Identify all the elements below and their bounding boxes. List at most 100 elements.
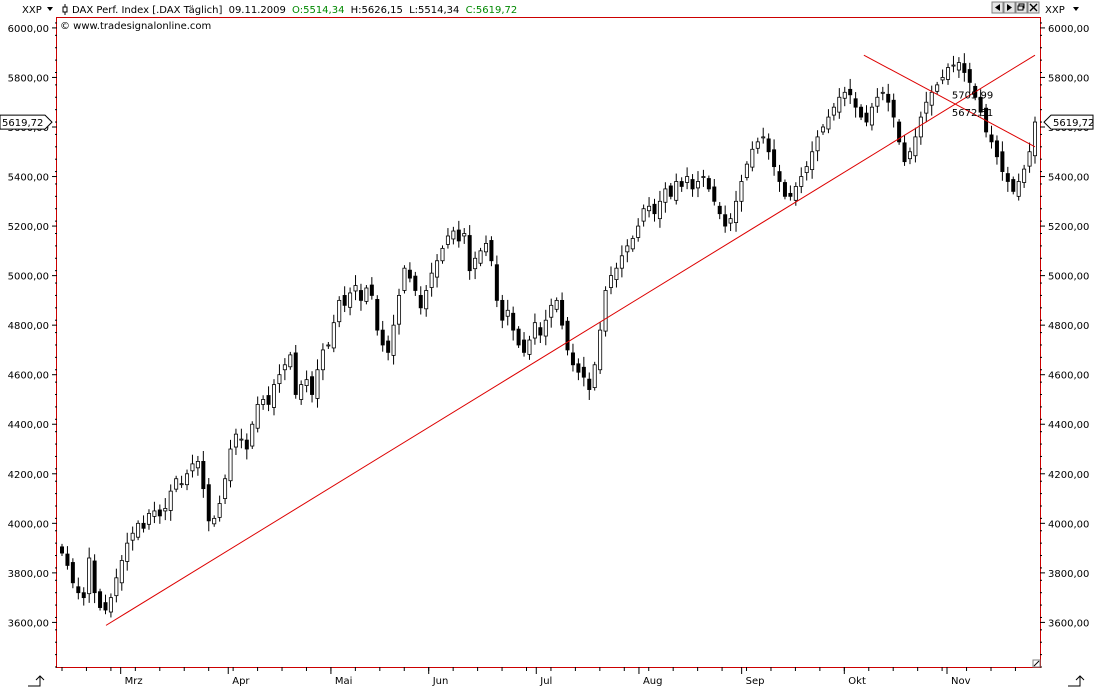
candle-body: [891, 99, 896, 118]
candle-body: [543, 319, 548, 337]
candle-body: [500, 299, 505, 321]
y-tick-label-left: 5200,00: [8, 222, 49, 233]
candle-body: [114, 577, 119, 597]
candle-body: [788, 192, 793, 197]
candle-body: [141, 522, 146, 529]
candle-body: [837, 96, 842, 113]
candle-body: [956, 62, 961, 71]
candle-body: [136, 522, 141, 538]
y-tick-label-right: 4600,00: [1048, 371, 1089, 382]
candle-body: [609, 275, 614, 288]
candle-body: [581, 366, 586, 378]
arrow-right-icon[interactable]: [1003, 1, 1016, 14]
trendline[interactable]: [863, 54, 1036, 148]
candle-body: [435, 260, 440, 278]
candle-body: [804, 166, 809, 173]
last-price-markers: 5619,72 5619,72: [0, 114, 1094, 130]
candle-body: [168, 490, 173, 511]
candle-body: [282, 364, 287, 371]
close-icon[interactable]: [1027, 1, 1040, 14]
candle-body: [538, 327, 543, 336]
candle-body: [440, 247, 445, 262]
x-month-label: Mrz: [125, 676, 143, 687]
candle-body: [978, 96, 983, 113]
candle-body: [630, 238, 635, 250]
candle-body: [271, 384, 276, 408]
candle-body: [723, 214, 728, 227]
candle-body: [331, 322, 336, 349]
candle-body: [380, 329, 385, 346]
candle-body: [864, 112, 869, 123]
candle-body: [907, 151, 912, 160]
chevron-down-icon[interactable]: [47, 7, 53, 11]
candle-body: [766, 138, 771, 153]
candle-body: [516, 328, 521, 346]
scroll-up-left-icon[interactable]: [28, 675, 45, 687]
candle-body: [451, 230, 456, 240]
y-tick-label-left: 4800,00: [8, 321, 49, 332]
y-tick-label-right: 5000,00: [1048, 272, 1089, 283]
candle-body: [70, 562, 75, 584]
candle-body: [1033, 121, 1038, 157]
candle-body: [663, 188, 668, 203]
candle-body: [391, 324, 396, 356]
trend-value-label: 5705,99: [952, 91, 993, 102]
candle-body: [549, 304, 554, 318]
chevron-down-icon[interactable]: [1073, 7, 1079, 11]
trendline[interactable]: [105, 54, 1036, 626]
candle-body: [913, 136, 918, 157]
candle-body: [462, 233, 467, 237]
candle-body: [603, 290, 608, 332]
candle-body: [125, 542, 130, 562]
last-price-marker-left: [0, 114, 53, 130]
candle-body: [685, 176, 690, 183]
candle-body: [929, 91, 934, 106]
candle-body: [342, 295, 347, 306]
candle-body: [483, 243, 488, 253]
candle-body: [560, 299, 565, 326]
y-tick-label-right: 3800,00: [1048, 569, 1089, 580]
candle-body: [777, 171, 782, 182]
resize-icon[interactable]: [1032, 659, 1041, 668]
candle-body: [869, 106, 874, 126]
candle-body: [467, 235, 472, 272]
symbol-left[interactable]: XXP: [22, 5, 42, 16]
candle-body: [554, 299, 559, 310]
candle-body: [657, 200, 662, 220]
candle-body: [1022, 168, 1027, 183]
candle-body: [935, 84, 940, 92]
instrument-title: DAX Perf. Index [.DAX Täglich] 09.11.200…: [72, 5, 517, 16]
copyright-text: © www.tradesignalonline.com: [60, 21, 211, 32]
arrow-left-icon[interactable]: [991, 1, 1004, 14]
candle-body: [717, 205, 722, 215]
candle-body: [946, 67, 951, 80]
y-tick-label-right: 4200,00: [1048, 470, 1089, 481]
restore-icon[interactable]: [1015, 1, 1028, 14]
candle-body: [821, 126, 826, 133]
candle-body: [233, 433, 238, 448]
candle-body: [505, 309, 510, 317]
y-tick-label-left: 4400,00: [8, 420, 49, 431]
y-tick-label-right: 5200,00: [1048, 222, 1089, 233]
y-tick-label-left: 5000,00: [8, 272, 49, 283]
candle-body: [185, 473, 190, 486]
candle-body: [98, 591, 103, 608]
candle-body: [386, 340, 391, 353]
candle-body: [1027, 151, 1032, 167]
candle-body: [886, 93, 891, 103]
candle-body: [652, 203, 657, 215]
candle-body: [641, 208, 646, 222]
candle-body: [842, 91, 847, 99]
y-tick-label-right: 6000,00: [1048, 24, 1089, 35]
candle-body: [701, 176, 706, 178]
symbol-right[interactable]: XXP: [1045, 5, 1065, 16]
candle-body: [369, 284, 374, 296]
candle-body: [902, 142, 907, 163]
scroll-up-right-icon[interactable]: [1068, 675, 1085, 687]
candle-body: [223, 478, 228, 499]
candle-body: [799, 176, 804, 187]
candle-body: [668, 185, 673, 197]
candle-body: [179, 483, 184, 486]
